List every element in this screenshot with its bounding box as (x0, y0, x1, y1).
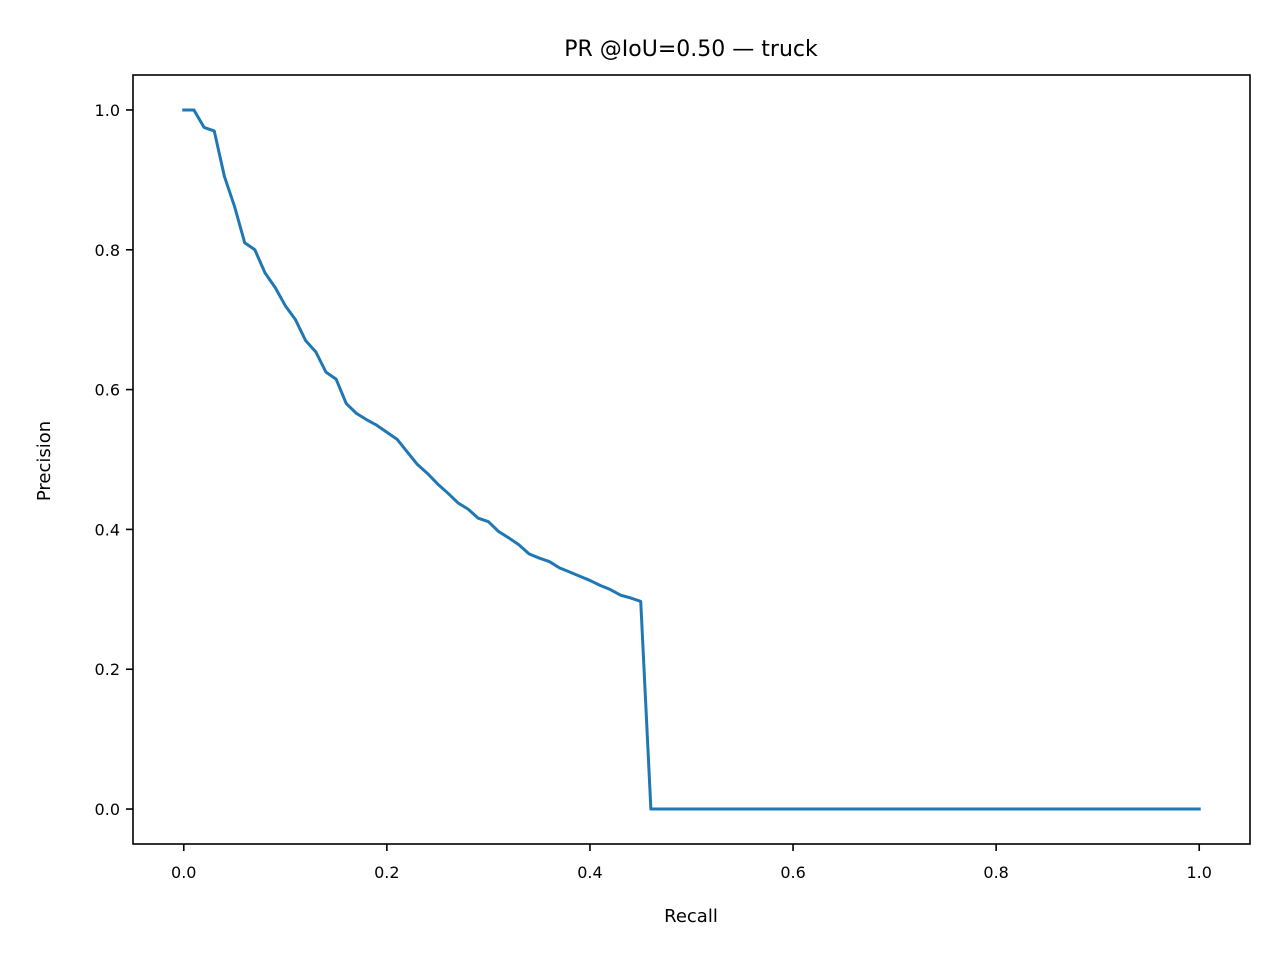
plot-area (132, 74, 1251, 845)
y-axis-ticks: 0.0 0.2 0.4 0.6 0.8 1.0 (95, 101, 133, 819)
x-axis-label: Recall (664, 906, 718, 927)
x-tick-label: 0.0 (171, 863, 196, 882)
y-tick-label: 0.0 (95, 800, 120, 819)
axes-frame (132, 74, 1251, 845)
x-tick-label: 0.4 (577, 863, 602, 882)
x-tick-label: 0.2 (374, 863, 399, 882)
y-tick-label: 0.4 (95, 520, 120, 539)
series-line-precision-recall (182, 108, 1201, 811)
x-tick-label: 0.8 (983, 863, 1008, 882)
x-axis-ticks: 0.0 0.2 0.4 0.6 0.8 1.0 (171, 844, 1212, 882)
y-tick-label: 0.2 (95, 660, 120, 679)
x-tick-label: 0.6 (780, 863, 805, 882)
y-axis-label: Precision (34, 421, 55, 501)
chart-title: PR @IoU=0.50 — truck (564, 37, 818, 62)
y-tick-label: 1.0 (95, 101, 120, 120)
y-tick-label: 0.8 (95, 241, 120, 260)
x-tick-label: 1.0 (1187, 863, 1212, 882)
y-tick-label: 0.6 (95, 381, 120, 400)
